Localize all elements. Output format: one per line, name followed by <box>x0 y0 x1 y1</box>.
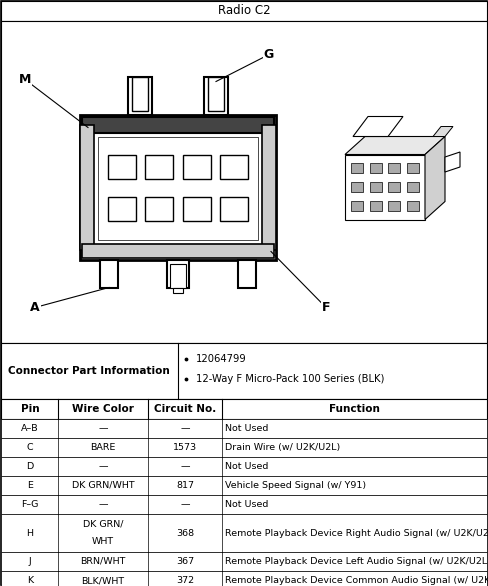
Text: 12064799: 12064799 <box>196 354 247 364</box>
Bar <box>370 201 382 211</box>
Text: F–G: F–G <box>21 500 39 509</box>
Bar <box>388 201 400 211</box>
Bar <box>183 155 211 179</box>
Bar <box>173 288 183 292</box>
Text: Function: Function <box>328 404 380 414</box>
Text: Wire Color: Wire Color <box>72 404 134 414</box>
Polygon shape <box>425 137 445 220</box>
Bar <box>407 201 419 211</box>
Bar <box>388 182 400 192</box>
Bar <box>107 155 136 179</box>
Bar <box>345 155 425 220</box>
Text: Connector Part Information: Connector Part Information <box>8 366 170 376</box>
Text: BRN/WHT: BRN/WHT <box>81 557 126 566</box>
Polygon shape <box>353 117 403 137</box>
Bar <box>238 260 256 288</box>
Bar <box>407 163 419 173</box>
Bar <box>262 124 276 250</box>
Bar <box>1 476 487 495</box>
Text: Circuit No.: Circuit No. <box>154 404 216 414</box>
Bar <box>183 197 211 221</box>
Bar <box>1 552 487 571</box>
Text: G: G <box>264 48 274 61</box>
Bar <box>1 457 487 476</box>
Bar <box>167 260 189 288</box>
Bar <box>370 163 382 173</box>
Text: 368: 368 <box>176 529 194 537</box>
Bar <box>1 419 487 438</box>
Text: K: K <box>27 576 33 585</box>
Text: M: M <box>19 73 31 86</box>
Bar <box>1 21 487 343</box>
Text: Remote Playback Device Common Audio Signal (w/ U2K/U2L): Remote Playback Device Common Audio Sign… <box>225 576 488 585</box>
Bar <box>145 155 173 179</box>
Text: Pin: Pin <box>20 404 40 414</box>
Bar <box>82 117 274 132</box>
Bar <box>82 244 274 257</box>
Bar <box>100 260 118 288</box>
Text: DK GRN/: DK GRN/ <box>83 520 123 529</box>
Bar <box>1 495 487 514</box>
Bar <box>221 155 248 179</box>
Bar <box>80 114 276 260</box>
Bar <box>221 197 248 221</box>
Text: E: E <box>27 481 33 490</box>
Text: 367: 367 <box>176 557 194 566</box>
Bar <box>1 1 487 21</box>
Bar <box>407 182 419 192</box>
Polygon shape <box>433 127 453 137</box>
Text: 372: 372 <box>176 576 194 585</box>
Text: Remote Playback Device Left Audio Signal (w/ U2K/U2L): Remote Playback Device Left Audio Signal… <box>225 557 488 566</box>
Bar <box>107 197 136 221</box>
Text: D: D <box>26 462 34 471</box>
Bar <box>80 124 94 250</box>
Text: Remote Playback Device Right Audio Signal (w/ U2K/U2L): Remote Playback Device Right Audio Signa… <box>225 529 488 537</box>
Text: WHT: WHT <box>92 537 114 547</box>
Text: Radio C2: Radio C2 <box>218 5 270 18</box>
Bar <box>388 163 400 173</box>
Text: —: — <box>98 500 108 509</box>
Bar <box>1 514 487 552</box>
Text: —: — <box>98 424 108 433</box>
Text: A–B: A–B <box>21 424 39 433</box>
Text: 817: 817 <box>176 481 194 490</box>
Text: C: C <box>27 443 33 452</box>
Bar <box>1 571 487 586</box>
Bar <box>98 137 258 240</box>
Text: —: — <box>180 424 190 433</box>
Text: J: J <box>29 557 31 566</box>
Text: 12-Way F Micro-Pack 100 Series (BLK): 12-Way F Micro-Pack 100 Series (BLK) <box>196 374 385 384</box>
Bar <box>351 201 364 211</box>
Bar <box>1 399 487 419</box>
Bar <box>208 77 224 111</box>
Text: H: H <box>26 529 34 537</box>
Text: Not Used: Not Used <box>225 462 268 471</box>
Bar <box>128 77 152 114</box>
Text: F: F <box>322 301 330 314</box>
Text: BLK/WHT: BLK/WHT <box>81 576 124 585</box>
Bar <box>351 182 364 192</box>
Text: Vehicle Speed Signal (w/ Y91): Vehicle Speed Signal (w/ Y91) <box>225 481 366 490</box>
Text: 1573: 1573 <box>173 443 197 452</box>
Text: BARE: BARE <box>90 443 116 452</box>
Bar <box>370 182 382 192</box>
Polygon shape <box>445 152 460 172</box>
Bar <box>204 77 228 114</box>
Text: —: — <box>98 462 108 471</box>
Bar <box>1 438 487 457</box>
Text: Drain Wire (w/ U2K/U2L): Drain Wire (w/ U2K/U2L) <box>225 443 340 452</box>
Text: Not Used: Not Used <box>225 500 268 509</box>
Text: A: A <box>30 301 40 314</box>
Bar <box>132 77 148 111</box>
Bar <box>351 163 364 173</box>
Bar <box>145 197 173 221</box>
Text: —: — <box>180 500 190 509</box>
Text: —: — <box>180 462 190 471</box>
Bar <box>170 264 186 288</box>
Text: DK GRN/WHT: DK GRN/WHT <box>72 481 134 490</box>
Polygon shape <box>345 137 445 155</box>
Bar <box>1 343 487 399</box>
Text: Not Used: Not Used <box>225 424 268 433</box>
